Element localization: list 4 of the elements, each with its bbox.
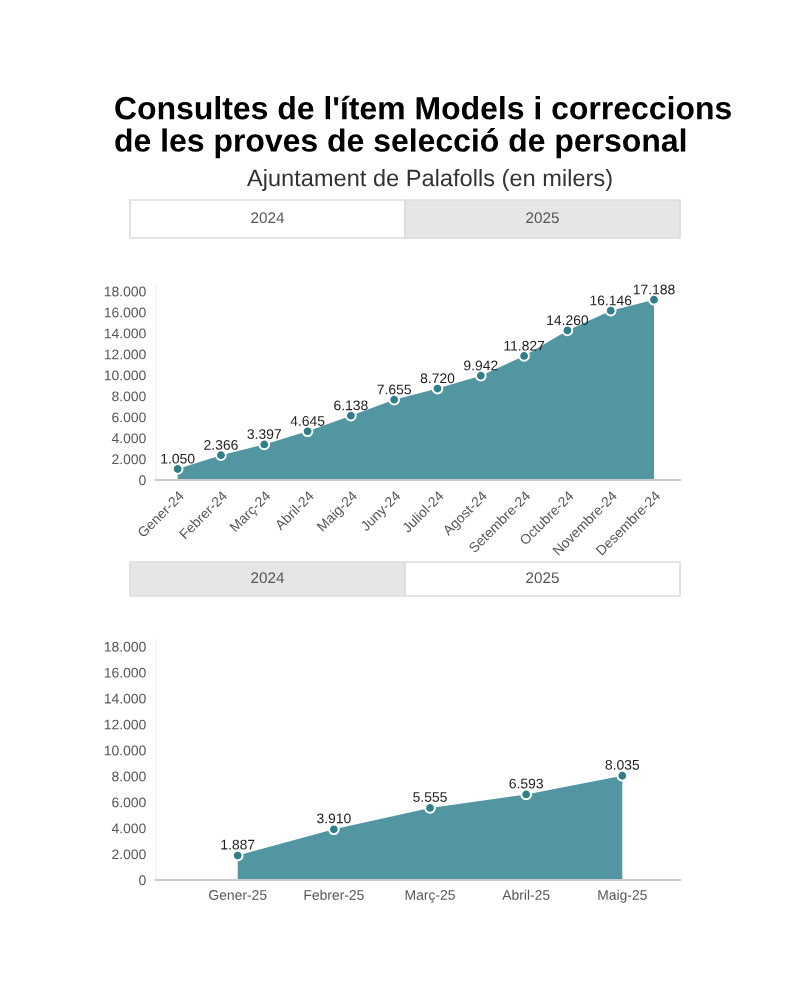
- point: [520, 788, 532, 801]
- point: [561, 324, 574, 337]
- chart-subtitle: Ajuntament de Palafolls (en milers): [246, 169, 612, 191]
- chart-title: Consultes de l'ítem Models i correccions de les proves de selecció de personal: [115, 95, 731, 159]
